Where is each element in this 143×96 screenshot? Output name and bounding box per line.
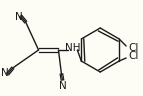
Text: Cl: Cl — [128, 51, 138, 61]
Text: N: N — [1, 68, 9, 78]
Text: N: N — [15, 12, 23, 22]
Text: NH: NH — [65, 43, 80, 53]
Text: Cl: Cl — [128, 43, 138, 53]
Text: N: N — [59, 81, 66, 91]
